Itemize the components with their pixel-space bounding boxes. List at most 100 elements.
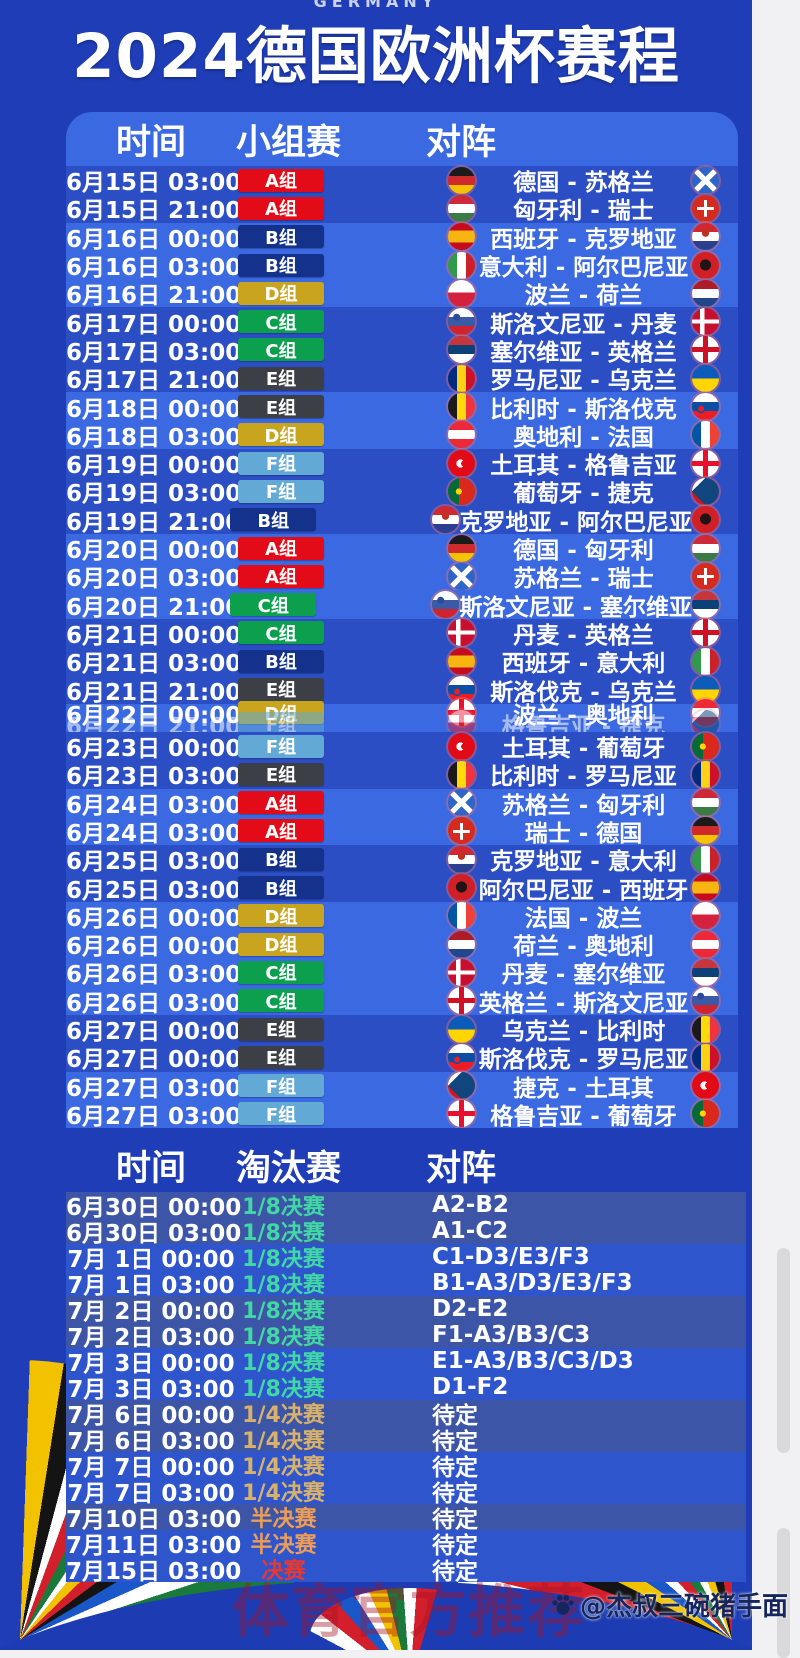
croatia-flag-icon [692,223,719,251]
georgia-flag-icon [448,1100,475,1128]
group-chip: B组 [238,847,324,871]
match-date: 6月25日 03:00 [66,877,242,904]
match-teams: 德国 - 匈牙利 [513,538,654,565]
header-stage: 淘汰赛 [236,1148,342,1189]
group-chip-cell: E组 [226,762,336,786]
match-row: 6月26日 00:00 D组 法国 - 波兰 [66,901,738,932]
match-row: 6月17日 21:00 E组 罗马尼亚 - 乌克兰 [66,364,738,394]
romania-flag-icon [692,1043,719,1071]
group-chip: F组 [238,734,324,758]
match-date: 6月27日 00:00 [66,1047,242,1074]
match-date: 7月 1日 03:00 [67,1273,235,1299]
match-teams: B1-A3/D3/E3/F3 [432,1270,633,1296]
match-teams: 待定 [432,1455,478,1481]
match-teams: 丹麦 - 英格兰 [513,622,654,649]
match-date: 6月18日 03:00 [66,424,242,451]
match-row: 6月27日 03:00 F组 格鲁吉亚 - 葡萄牙 [66,1099,738,1128]
group-chip: A组 [238,819,324,843]
match-date: 7月 3日 03:00 [67,1377,235,1403]
scrollbar-thumb[interactable] [777,1248,790,1453]
ukraine-flag-icon [692,675,719,703]
match-row: 6月18日 03:00 D组 奥地利 - 法国 [66,420,738,451]
match-date: 6月27日 03:00 [66,1075,242,1102]
denmark-flag-icon [448,958,475,986]
match-date: 7月10日 03:00 [66,1507,242,1533]
match-date: 6月23日 03:00 [66,764,242,791]
match-date: 6月23日 00:00 [66,736,242,763]
match-date: 6月26日 03:00 [66,962,242,989]
match-date: 6月21日 00:00 [66,622,242,649]
match-date: 6月24日 03:00 [66,820,242,847]
match-date: 6月26日 03:00 [66,990,242,1017]
match-row: 6月16日 00:00 B组 西班牙 - 克罗地亚 [66,222,738,253]
stage-label: 1/8决赛 [242,1221,325,1246]
group-chip: C组 [238,310,324,334]
turkey-flag-icon [448,732,475,760]
match-row: 6月18日 00:00 E组 比利时 - 斯洛伐克 [66,392,738,423]
header-time: 时间 [115,1148,186,1189]
group-chip: E组 [238,395,324,419]
match-teams: F1-A3/B3/C3 [432,1322,591,1348]
match-row: 6月19日 00:00 F组 土耳其 - 格鲁吉亚 [66,448,738,480]
match-date: 6月16日 21:00 [66,283,242,310]
match-teams: A2-B2 [432,1192,509,1218]
group-chip: E组 [238,1017,324,1041]
slovenia-flag-icon [448,308,475,336]
match-date: 6月19日 00:00 [66,453,242,480]
match-row: 6月21日 21:00 E组 斯洛伐克 - 乌克兰 [66,675,738,706]
match-date: 6月15日 03:00 [66,170,242,197]
croatia-flag-icon [448,845,475,873]
match-teams: 克罗地亚 - 意大利 [490,849,677,876]
scotland-flag-icon [692,166,719,194]
switzerland-flag-icon [448,817,475,845]
match-date: 7月 3日 00:00 [67,1351,235,1377]
stage-label: 1/4决赛 [242,1481,325,1506]
match-teams: 丹麦 - 塞尔维亚 [501,962,666,989]
match-teams: 塞尔维亚 - 英格兰 [490,339,677,366]
group-chip-cell: A组 [226,536,336,560]
group-chip: A组 [238,536,324,560]
italy-flag-icon [692,845,719,873]
group-table-header: 时间 小组赛 对阵 [66,112,738,166]
stage-label: 1/8决赛 [242,1351,325,1376]
ukraine-flag-icon [692,364,719,392]
match-teams: 待定 [432,1559,478,1585]
group-chip: A组 [238,791,324,815]
group-chip: B组 [238,253,324,277]
stage-label: 1/8决赛 [242,1273,325,1298]
france-flag-icon [692,421,719,449]
match-teams: 波兰 - 奥地利 [513,702,654,729]
match-date: 7月 7日 03:00 [67,1481,235,1507]
match-teams: 西班牙 - 克罗地亚 [490,226,677,253]
stage-label: 1/8决赛 [242,1377,325,1402]
match-date: 6月19日 03:00 [66,481,242,508]
match-row: 6月19日 03:00 F组 葡萄牙 - 捷克 [66,477,738,508]
match-date: 7月 2日 03:00 [67,1325,235,1351]
scrollbar-thumb[interactable] [777,1528,790,1658]
romania-flag-icon [692,760,719,788]
match-teams: 葡萄牙 - 捷克 [513,481,654,508]
match-teams: 瑞士 - 德国 [524,820,643,847]
group-chip-cell: D组 [226,423,336,447]
match-row: 6月26日 00:00 D组 荷兰 - 奥地利 [66,930,738,961]
germany-label: GERMANY [313,0,439,11]
match-row: 6月15日 03:00 A组 德国 - 苏格兰 [66,166,738,197]
match-teams: 荷兰 - 奥地利 [513,934,654,961]
stage-label: 1/8决赛 [242,1325,325,1350]
match-teams: 斯洛文尼亚 - 丹麦 [490,311,677,338]
knockout-row: 7月15日 03:00 决赛 待定 [66,1556,746,1585]
match-date: 6月17日 03:00 [66,339,242,366]
group-chip: D组 [238,281,324,305]
knockout-table-header: 时间 淘汰赛 对阵 [66,1140,746,1190]
group-chip: E组 [238,1045,324,1069]
group-chip-cell: C组 [226,593,320,617]
match-teams: 匈牙利 - 瑞士 [513,198,654,225]
group-stage-table: 时间 小组赛 对阵 6月15日 03:00 A组 德国 - 苏格兰 6月15日 21:… [66,112,738,1128]
germany-flag-icon [448,166,475,194]
match-teams: 乌克兰 - 比利时 [501,1019,666,1046]
italy-flag-icon [692,647,719,675]
slovakia-flag-icon [448,675,475,703]
group-chip: E组 [238,677,324,701]
knockout-row: 7月 3日 00:00 1/8决赛 E1-A3/B3/C3/D3 [66,1348,746,1377]
match-date: 6月22日 00:00 [66,702,242,729]
